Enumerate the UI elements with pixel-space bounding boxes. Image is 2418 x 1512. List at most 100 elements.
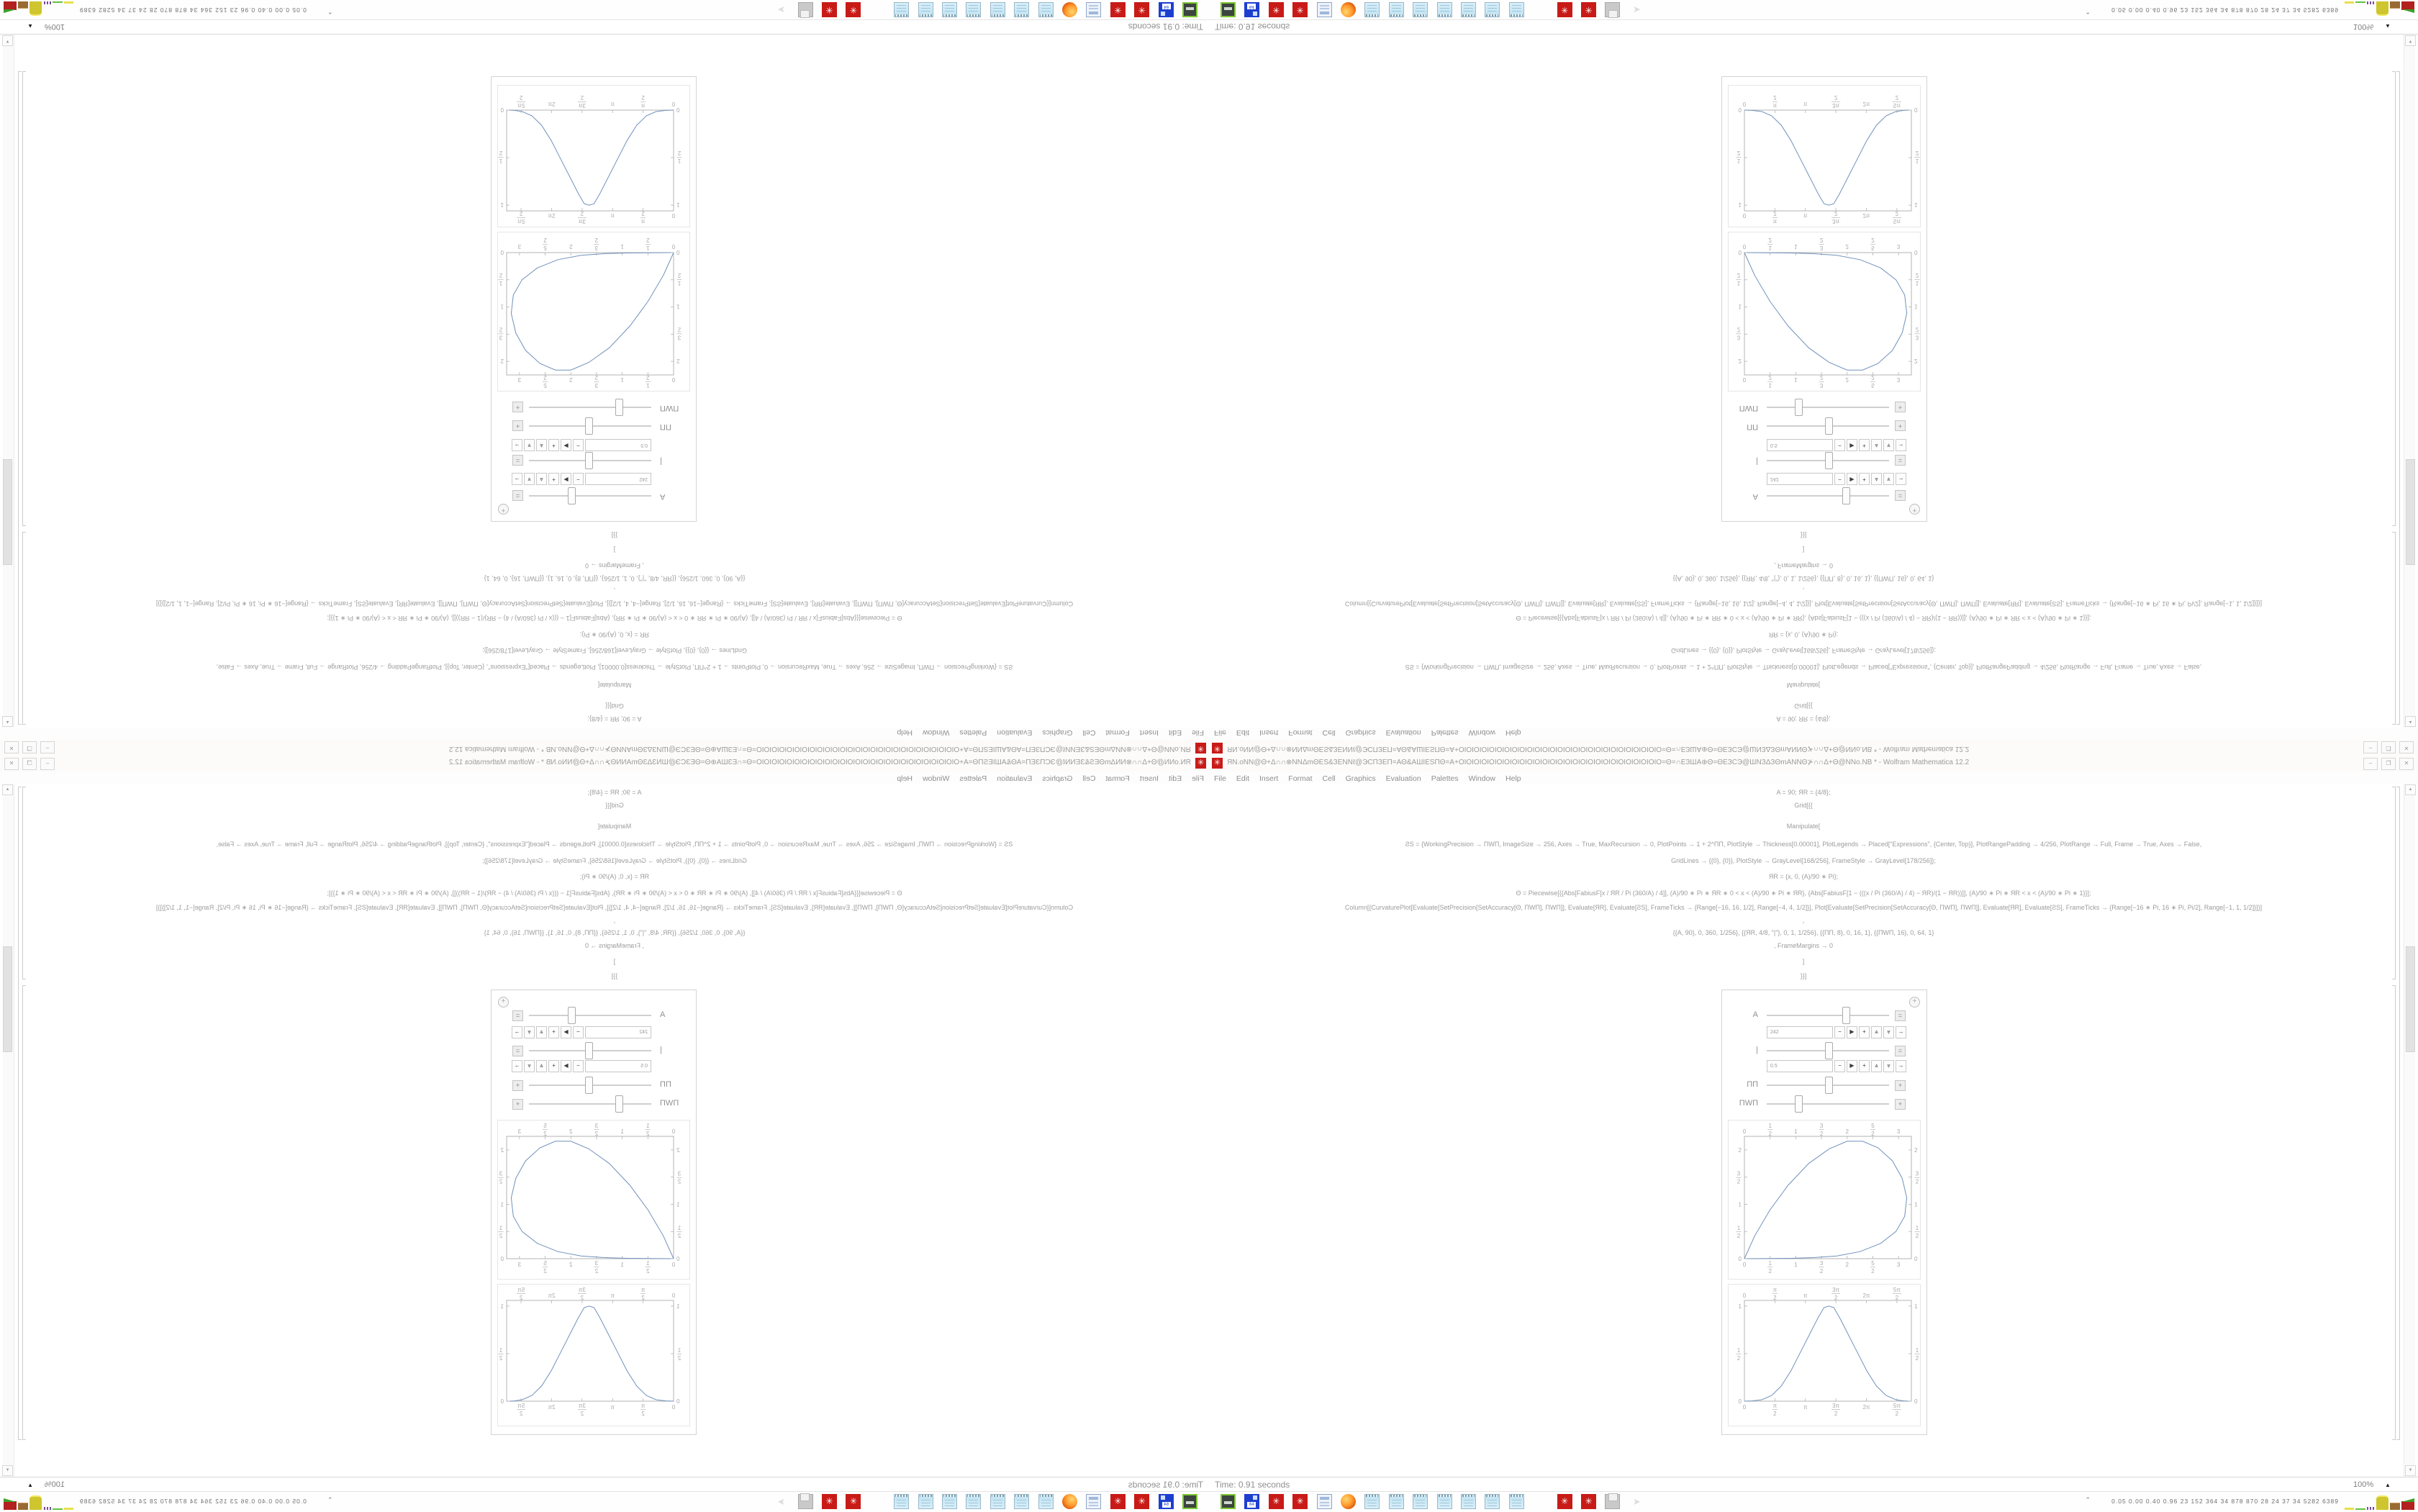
slider-value-field[interactable]: 0.5 — [585, 1060, 651, 1072]
slider-thumb[interactable] — [585, 1077, 593, 1094]
pointer-taskbar-icon[interactable]: ➤ — [777, 4, 786, 15]
slower-button[interactable]: ⩔ — [1883, 1060, 1894, 1072]
slider-thumb[interactable] — [1842, 487, 1850, 504]
mathematica-taskbar-icon[interactable]: ✳ — [846, 2, 861, 17]
menu-item-window[interactable]: Window — [1468, 728, 1496, 737]
slider-value-field[interactable]: 242 — [585, 473, 651, 485]
slider-thumb[interactable] — [1794, 399, 1803, 416]
play-button[interactable]: ▶ — [1847, 439, 1857, 451]
slider-thumb[interactable] — [1825, 1042, 1833, 1059]
notepad-taskbar-icon[interactable] — [966, 2, 982, 17]
notepad-taskbar-icon[interactable] — [1485, 1494, 1500, 1509]
output-cell-bracket[interactable] — [2392, 985, 2396, 1440]
increment-button[interactable]: + — [1859, 473, 1870, 485]
expand-controls-button[interactable]: + — [512, 1099, 523, 1110]
faster-button[interactable]: ⩓ — [536, 1026, 547, 1038]
printer-taskbar-icon[interactable] — [1605, 1493, 1621, 1509]
notepad-taskbar-icon[interactable] — [1364, 1494, 1380, 1509]
notepad-taskbar-icon[interactable] — [1038, 1494, 1054, 1509]
menu-item-evaluation[interactable]: Evaluation — [1385, 774, 1421, 783]
notepad-taskbar-icon[interactable] — [1413, 1494, 1428, 1509]
mathematica-taskbar-icon[interactable]: ✳ — [1110, 2, 1126, 17]
magnification-menu[interactable]: 100% — [2353, 22, 2374, 31]
mathematica-taskbar-icon[interactable]: ✳ — [1581, 2, 1596, 17]
calculator-taskbar-icon[interactable] — [1086, 1494, 1102, 1509]
calc2-taskbar-icon[interactable] — [870, 2, 885, 17]
menu-item-palettes[interactable]: Palettes — [959, 774, 987, 783]
slider-track[interactable] — [529, 1077, 651, 1094]
manipulate-options-button[interactable]: + — [1909, 997, 1920, 1008]
title-bar[interactable]: ✳ ЯN.oNN@Θ+Δ∩∩⊗NNΔmΘΕS&ЗΕNNℓ@ЭϹΠЗΕΠ=ΑΘ&Α… — [0, 756, 1209, 771]
pointer-taskbar-icon[interactable]: ➤ — [1632, 1496, 1641, 1507]
mathematica-taskbar-icon[interactable]: ✳ — [846, 1494, 861, 1509]
menu-item-insert[interactable]: Insert — [1139, 774, 1159, 783]
notepad-taskbar-icon[interactable] — [918, 2, 933, 17]
menu-item-file[interactable]: File — [1192, 774, 1204, 783]
menu-item-palettes[interactable]: Palettes — [959, 728, 987, 737]
cell-group-bracket[interactable] — [18, 71, 22, 725]
collapse-controls-button[interactable]: = — [1895, 1046, 1906, 1056]
firefox-taskbar-icon[interactable] — [1062, 1494, 1077, 1509]
slider-track[interactable] — [1767, 417, 1889, 435]
menu-item-help[interactable]: Help — [897, 774, 913, 783]
tray-chevron-icon[interactable]: ⌃ — [327, 8, 333, 15]
mathematica-taskbar-icon[interactable]: ✳ — [1110, 1494, 1126, 1509]
slider-thumb[interactable] — [585, 1042, 593, 1059]
decrement-button[interactable]: − — [1834, 1060, 1845, 1072]
restore-button[interactable]: ❐ — [22, 758, 37, 770]
drive-taskbar-icon[interactable] — [1221, 2, 1236, 17]
faster-button[interactable]: ⩓ — [1871, 1026, 1882, 1038]
slider-thumb[interactable] — [585, 452, 593, 469]
tray-chevron-icon[interactable]: ⌃ — [2085, 8, 2091, 15]
menu-item-cell[interactable]: Cell — [1322, 728, 1336, 737]
faster-button[interactable]: ⩓ — [1871, 1060, 1882, 1072]
notepad-taskbar-icon[interactable] — [894, 2, 910, 17]
slower-button[interactable]: ⩔ — [1883, 439, 1894, 451]
slider-thumb[interactable] — [615, 399, 624, 416]
menu-item-file[interactable]: File — [1214, 728, 1226, 737]
decrement-button[interactable]: − — [573, 1026, 584, 1038]
increment-button[interactable]: + — [1859, 1026, 1870, 1038]
expand-controls-button[interactable]: + — [1895, 420, 1906, 431]
slider-thumb[interactable] — [1825, 452, 1833, 469]
cell-group-bracket[interactable] — [2396, 71, 2400, 725]
slider-thumb[interactable] — [568, 487, 576, 504]
tray-chevron-icon[interactable]: ⌃ — [327, 1496, 333, 1503]
notepad-taskbar-icon[interactable] — [1413, 2, 1428, 17]
calc2-taskbar-icon[interactable] — [1533, 2, 1548, 17]
vertical-scrollbar[interactable]: ▲ ▼ — [2404, 784, 2416, 1477]
slider-value-field[interactable]: 242 — [1767, 473, 1833, 485]
slider-track[interactable] — [529, 1042, 651, 1059]
mathematica-taskbar-icon[interactable]: ✳ — [822, 2, 837, 17]
menu-item-insert[interactable]: Insert — [1259, 774, 1279, 783]
scroll-down-arrow[interactable]: ▼ — [2, 35, 13, 46]
manipulate-options-button[interactable]: + — [1909, 504, 1920, 515]
menu-item-graphics[interactable]: Graphics — [1042, 728, 1073, 737]
floppy64-taskbar-icon[interactable]: 64 — [1244, 2, 1260, 17]
tray-chevron-icon[interactable]: ⌃ — [2085, 1496, 2091, 1503]
slider-track[interactable] — [1767, 1007, 1889, 1024]
expand-controls-button[interactable]: + — [1895, 1099, 1906, 1110]
slider-value-field[interactable]: 242 — [1767, 1026, 1833, 1038]
magnification-menu[interactable]: 100% — [2353, 1480, 2374, 1489]
scroll-up-arrow[interactable]: ▲ — [2, 784, 13, 795]
menu-item-window[interactable]: Window — [922, 774, 950, 783]
menu-item-edit[interactable]: Edit — [1168, 728, 1182, 737]
decrement-button[interactable]: − — [573, 473, 584, 485]
notepad-taskbar-icon[interactable] — [990, 2, 1005, 17]
scrollbar-thumb[interactable] — [3, 459, 12, 565]
menu-item-insert[interactable]: Insert — [1139, 728, 1159, 737]
notepad-taskbar-icon[interactable] — [1485, 2, 1500, 17]
play-button[interactable]: ▶ — [1847, 1026, 1857, 1038]
mathematica-taskbar-icon[interactable]: ✳ — [1557, 2, 1572, 17]
notepad-taskbar-icon[interactable] — [990, 1494, 1005, 1509]
notepad-taskbar-icon[interactable] — [1436, 2, 1452, 17]
output-cell-bracket[interactable] — [2392, 71, 2396, 526]
menu-item-help[interactable]: Help — [1505, 728, 1521, 737]
menu-item-format[interactable]: Format — [1105, 728, 1130, 737]
menu-item-cell[interactable]: Cell — [1082, 774, 1096, 783]
direction-button[interactable]: → — [512, 1060, 522, 1072]
slider-thumb[interactable] — [585, 417, 593, 435]
faster-button[interactable]: ⩓ — [536, 439, 547, 451]
menu-item-help[interactable]: Help — [1505, 774, 1521, 783]
